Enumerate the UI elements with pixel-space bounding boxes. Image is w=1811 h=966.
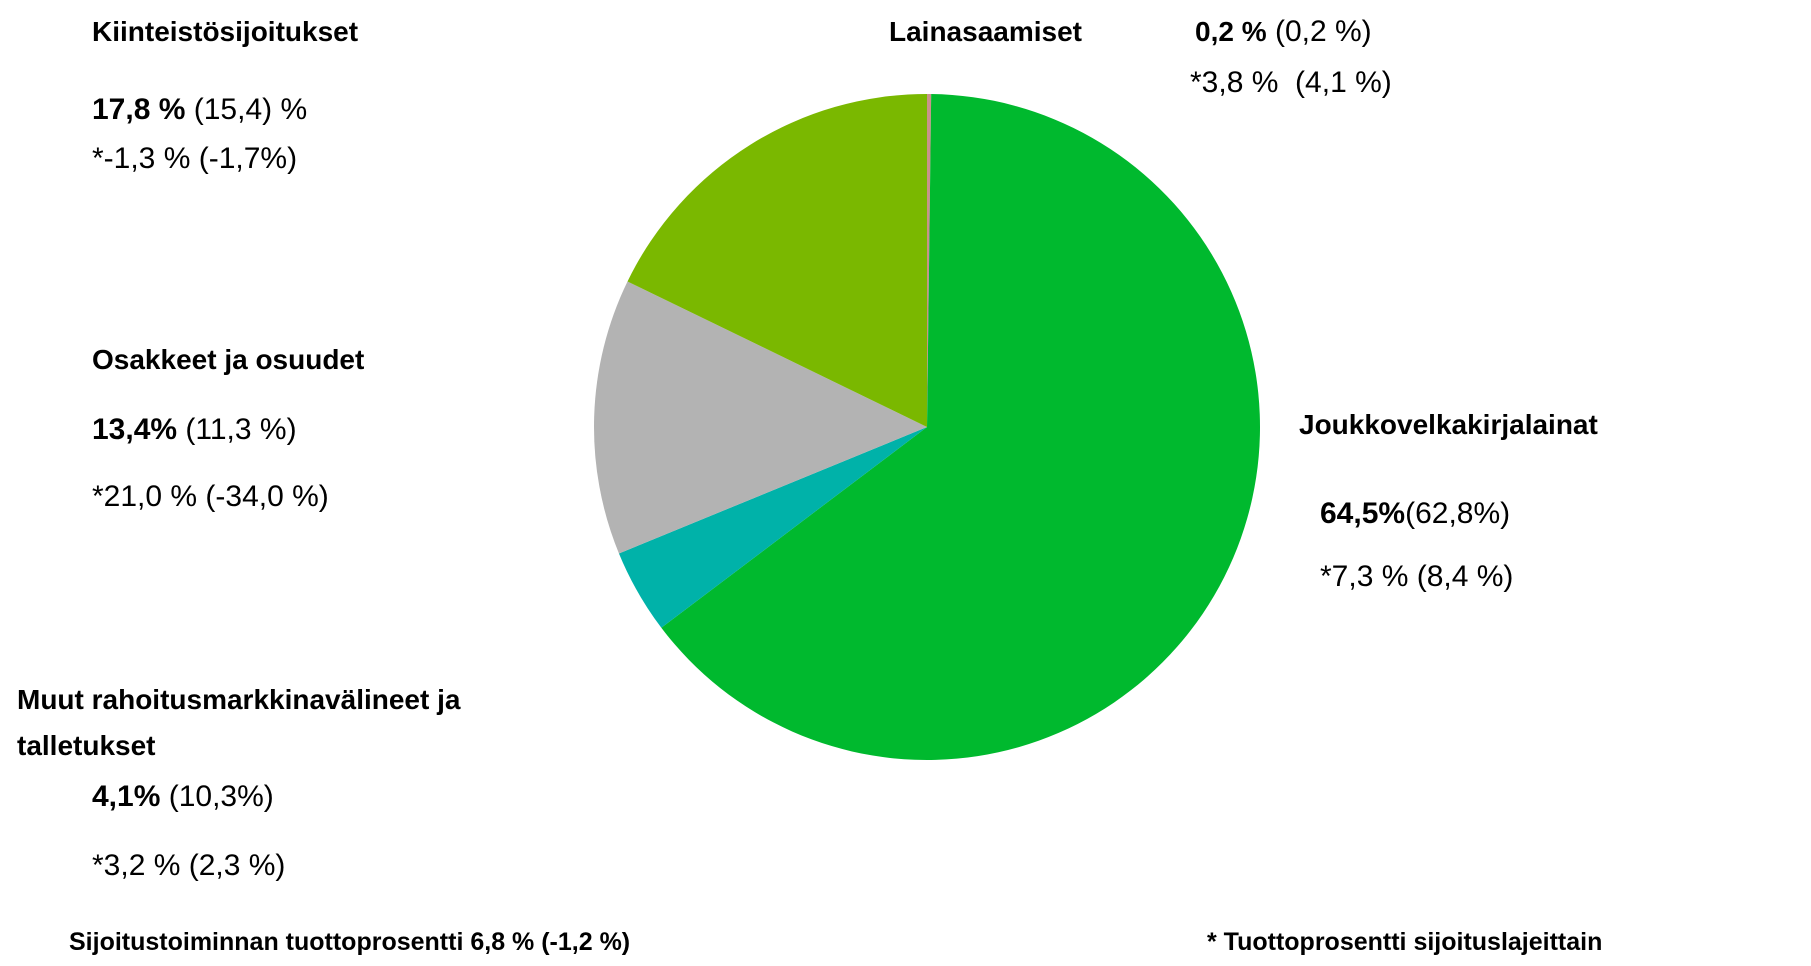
category-label: Kiinteistösijoitukset	[92, 16, 359, 47]
value-line: 4,1% (10,3%)	[92, 780, 274, 814]
previous-label: (0,2 %)	[1274, 15, 1372, 48]
previous-label: (62,8%)	[1405, 497, 1511, 530]
previous-label: (10,3%)	[168, 780, 274, 813]
footnote: * Tuottoprosentti sijoituslajeittain	[1207, 928, 1603, 956]
return-label: *3,2 % (2,3 %)	[92, 849, 286, 882]
previous-label: (11,3 %)	[185, 413, 297, 446]
footnote: Sijoitustoiminnan tuottoprosentti 6,8 % …	[69, 928, 631, 956]
return-label: *7,3 % (8,4 %)	[1320, 560, 1514, 593]
value-line: 0,2 % (0,2 %)	[1195, 15, 1372, 49]
value-line: 17,8 % (15,4) %	[92, 93, 307, 127]
value-line: 64,5%(62,8%)	[1320, 497, 1510, 531]
return-label: *-1,3 % (-1,7%)	[92, 142, 298, 175]
category-label: Muut rahoitusmarkkinavälineet ja talletu…	[17, 684, 461, 761]
return-label: *3,8 % (4,1 %)	[1190, 66, 1392, 99]
return-label: *21,0 % (-34,0 %)	[92, 480, 329, 513]
value-line: 13,4% (11,3 %)	[92, 413, 297, 447]
pie-slice	[593, 281, 927, 554]
previous-label: (15,4) %	[193, 93, 308, 126]
value-label: 0,2 %	[1195, 16, 1267, 47]
pie-slice	[927, 94, 932, 427]
category-label: Lainasaamiset	[889, 16, 1082, 47]
category-label: Joukkovelkakirjalainat	[1299, 409, 1598, 440]
pie-slice	[618, 427, 927, 628]
value-label: 13,4%	[92, 413, 178, 446]
value-label: 4,1%	[92, 780, 161, 813]
category-label: Osakkeet ja osuudet	[92, 344, 365, 375]
value-label: 64,5%	[1320, 497, 1406, 530]
value-label: 17,8 %	[92, 93, 186, 126]
pie-slice	[627, 94, 927, 427]
pie-slice	[661, 94, 1260, 760]
